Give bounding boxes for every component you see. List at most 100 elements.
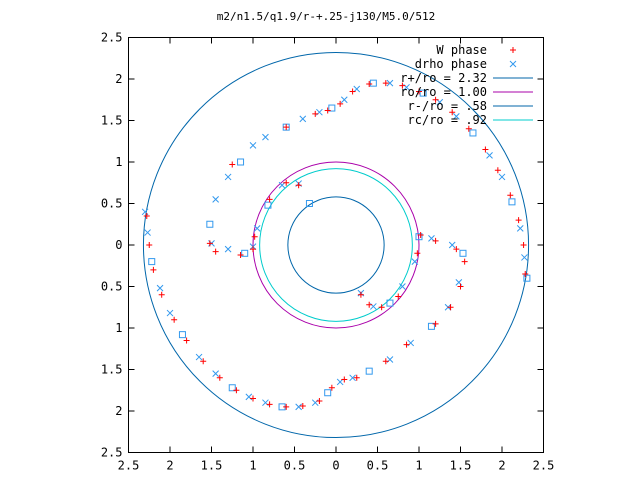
y-tick-label: 1.5 [101,114,123,128]
drho-point [237,158,245,166]
drho-point [427,322,435,330]
legend-label: r-/ro = .58 [408,99,487,113]
w-point [283,124,290,131]
w-point [251,233,258,240]
drho-point [328,104,336,112]
w-point [146,242,153,248]
drho-point [264,201,272,209]
w-point [150,266,157,273]
legend-label: rc/ro = .92 [408,113,487,127]
y-tick-label: 0 [115,238,122,252]
drho-point [295,403,303,411]
x-axis-ticks: 2.5 2 1.5 1 0.5 0 0.5 1 1.5 2 2.5 [118,37,555,473]
x-tick-label: 1.5 [201,459,223,473]
chart-title: m2/n1.5/q1.9/r-+.25-j130/M5.0/512 [217,10,436,23]
w-point [312,110,319,117]
drho-point [516,225,524,232]
drho-point [166,309,174,317]
y-tick-label: 2.5 [101,31,123,45]
y-axis-ticks: 2.5 2 1.5 1 0.5 0 0.5 1 1.5 2 2.5 [101,31,544,460]
w-point [465,125,472,132]
drho-point [212,370,220,378]
w-point [353,374,360,381]
w-point [341,376,348,383]
x-tick-label: 0.5 [284,459,306,473]
w-point [295,182,302,189]
w-point [416,88,422,95]
drho-point [178,331,186,339]
w-point [283,403,290,410]
w-point [357,291,364,298]
drho-point [411,258,419,265]
w-point [507,192,514,199]
drho-point [228,384,236,392]
w-point [158,291,165,298]
legend-marker [510,47,516,53]
w-point [283,179,290,186]
drho-point [523,274,531,282]
drho-point [195,353,203,361]
drho-point [299,115,307,123]
w-point [250,395,256,402]
drho-point [399,283,406,290]
legend-label: W phase [436,43,487,57]
drho-point [386,79,394,87]
x-tick-label: 1.5 [450,459,472,473]
radius-circle [142,51,530,439]
drho-point [156,284,164,292]
drho-point [498,173,506,181]
x-tick-label: 0 [332,459,339,473]
w-point [250,246,256,253]
w-point [522,271,529,278]
drho-point [508,198,516,206]
drho-point [206,220,214,228]
drho-point [253,225,261,232]
drho-point [224,173,232,181]
drho-point [459,249,467,257]
w-point [299,403,306,410]
drho-point [448,241,456,249]
drho-point [144,229,151,236]
radius-circle [287,196,385,294]
w-point [316,398,323,405]
w-point [328,384,335,391]
legend-marker [509,60,517,68]
w-phase-series [143,80,529,410]
drho-point [369,79,377,87]
y-tick-label: 1.5 [101,363,123,377]
y-tick-label: 0.5 [101,280,123,294]
w-point [417,232,424,239]
y-tick-label: 0.5 [101,197,123,211]
drho-phase-series [141,79,531,411]
w-point [432,237,439,244]
w-point [482,146,489,153]
x-tick-label: 2.5 [533,459,555,473]
w-point [520,242,527,248]
drho-point [452,112,460,120]
radius-circle [259,168,413,322]
radius-circle [252,161,420,329]
w-point [403,341,410,348]
w-point [449,109,456,116]
x-tick-label: 1 [415,459,422,473]
w-point [382,80,389,87]
drho-point [262,133,269,141]
y-tick-label: 2 [115,404,122,418]
w-point [200,358,207,365]
x-tick-label: 2 [166,459,173,473]
x-tick-label: 0.5 [367,459,389,473]
w-point [494,167,501,174]
w-point [453,246,460,253]
w-point [349,88,356,95]
w-point [399,82,406,89]
drho-point [249,142,257,149]
y-tick-label: 1 [115,321,122,335]
reference-circles [142,51,530,439]
w-point [324,107,331,114]
drho-point [340,96,348,104]
drho-point [241,249,249,257]
w-point [216,374,223,381]
drho-point [419,89,427,97]
w-point [414,250,421,257]
w-point [457,283,464,290]
